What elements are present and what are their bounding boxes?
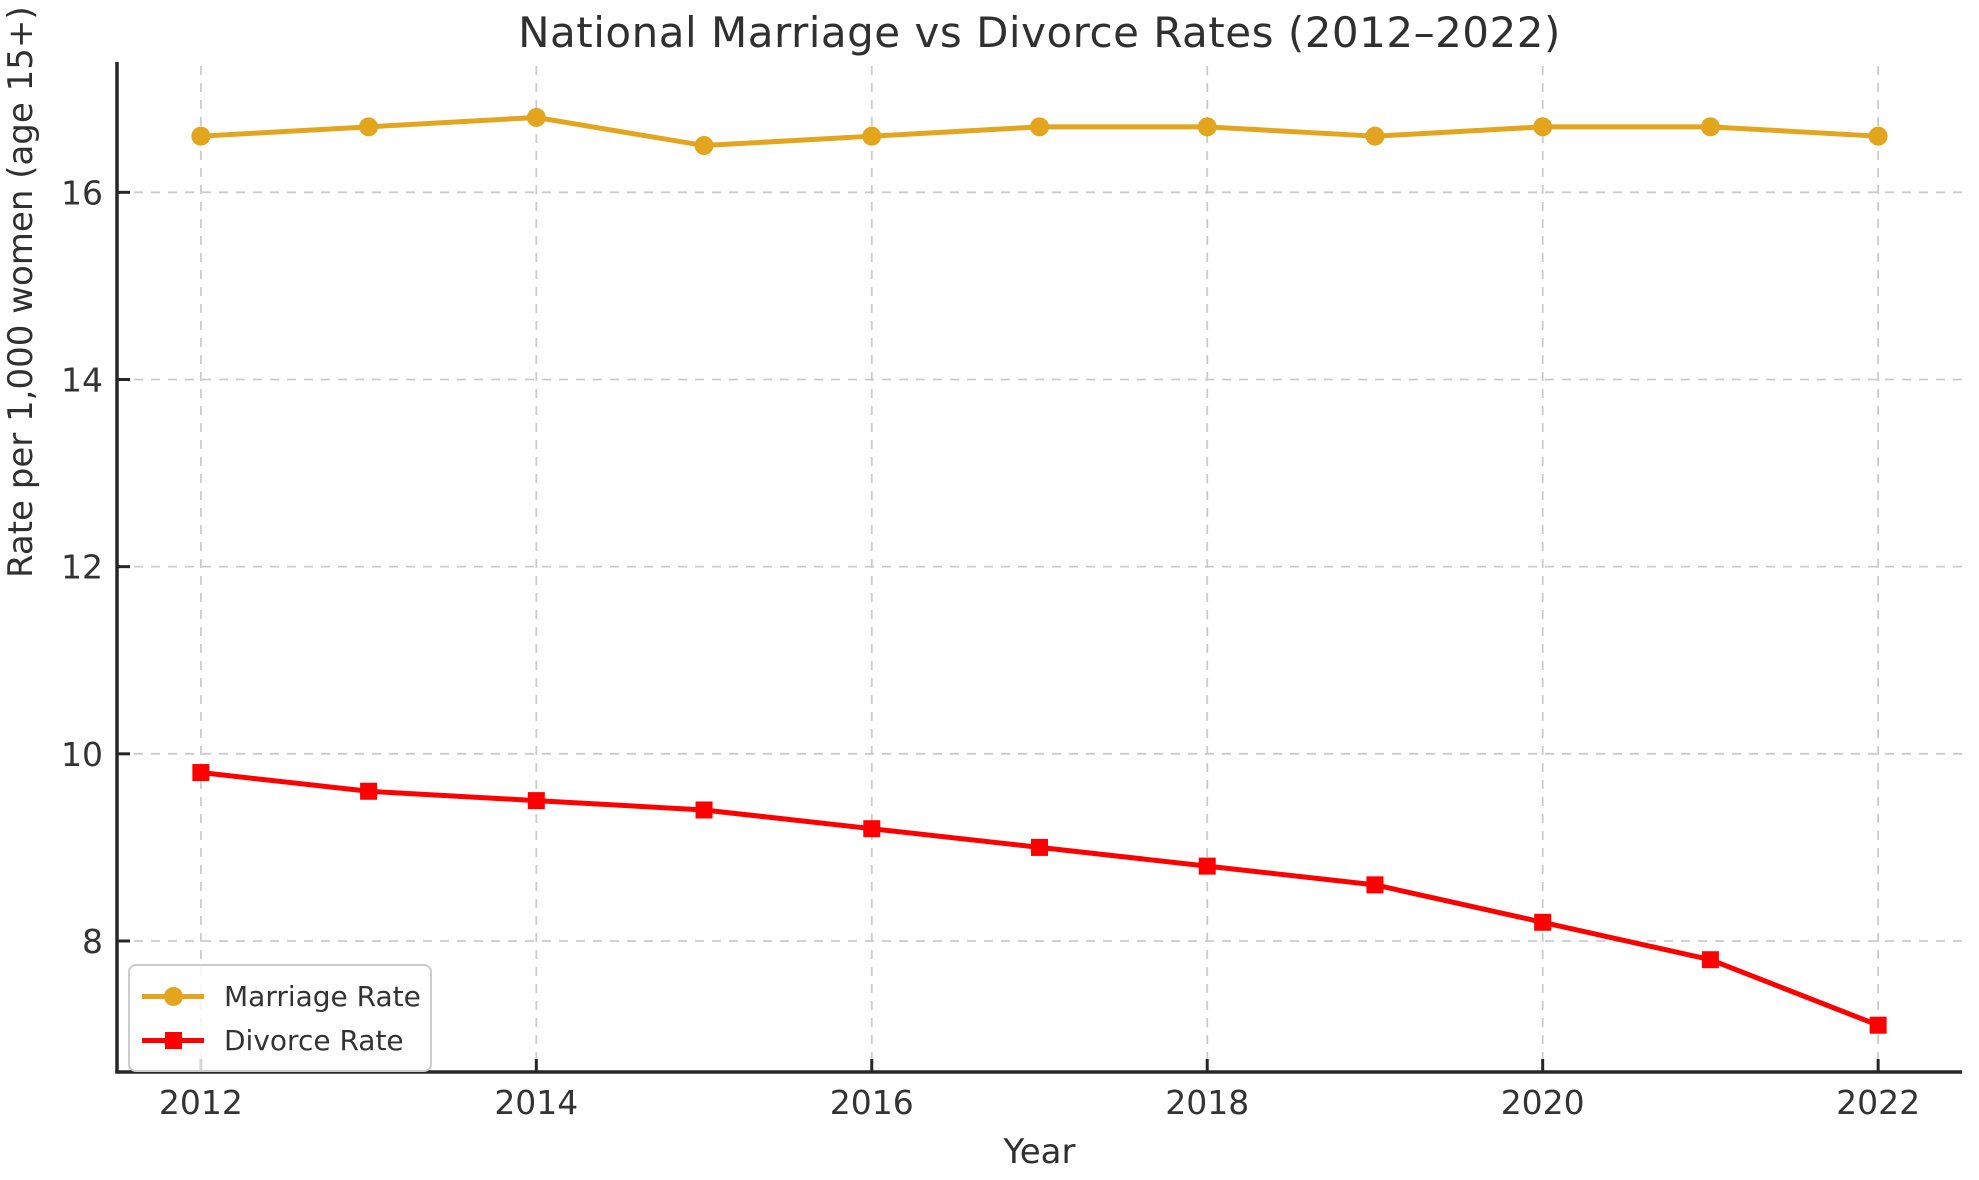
legend-item-divorce-rate: Divorce Rate [142,1018,418,1062]
legend-label-marriage: Marriage Rate [224,979,421,1013]
data-point-marker [191,126,211,146]
data-point-marker [1868,126,1888,146]
data-point-marker [1365,126,1385,146]
y-tick-label: 8 [82,922,103,961]
data-point-marker [863,820,881,838]
circle-marker-icon [163,986,183,1006]
divorce-line-swatch-icon [142,1028,204,1052]
marriage-line-swatch-icon [142,984,204,1008]
data-point-marker [695,801,713,819]
data-point-marker [192,764,210,782]
grid-layer [117,66,1962,1072]
x-tick-label: 2012 [159,1083,243,1122]
x-tick-label: 2022 [1836,1083,1920,1122]
data-point-marker [1366,876,1384,894]
y-tick-label: 10 [61,735,103,774]
series-line-divorce-rate [198,770,1881,1028]
data-point-marker [1533,117,1553,137]
data-point-marker [1197,117,1217,137]
legend: Marriage Rate Divorce Rate [128,964,432,1072]
y-tick-label: 16 [61,173,103,212]
data-point-marker [526,107,546,127]
data-point-marker [359,117,379,137]
legend-label-divorce: Divorce Rate [224,1023,404,1057]
y-tick-label: 12 [61,548,103,587]
series-layer [191,107,1888,1034]
x-axis-label: Year [1003,1132,1076,1172]
x-tick-label: 2014 [494,1083,578,1122]
data-point-marker [1869,1016,1887,1034]
square-marker-icon [164,1031,182,1049]
axes-layer [115,62,1962,1074]
y-axis-label-text: Rate per 1,000 women (age 15+) [1,6,41,578]
x-tick-label: 2020 [1501,1083,1585,1122]
data-point-marker [1031,838,1048,856]
chart-title: National Marriage vs Divorce Rates (2012… [518,8,1561,57]
data-point-marker [1198,857,1216,875]
data-point-marker [1030,117,1049,137]
legend-item-marriage-rate: Marriage Rate [142,974,421,1018]
data-point-marker [1701,951,1719,969]
y-tick-label: 14 [61,360,103,399]
data-point-marker [360,782,378,800]
x-tick-label: 2016 [830,1083,914,1122]
data-point-marker [1534,913,1552,931]
data-point-marker [862,126,882,146]
data-point-marker [527,792,545,810]
data-point-marker [1700,117,1720,137]
data-point-marker [694,136,714,156]
tick-label-layer: 2012 2014 2016 2018 2020 2022 8 10 12 14 16 [61,173,1920,1122]
x-tick-label: 2018 [1165,1083,1249,1122]
